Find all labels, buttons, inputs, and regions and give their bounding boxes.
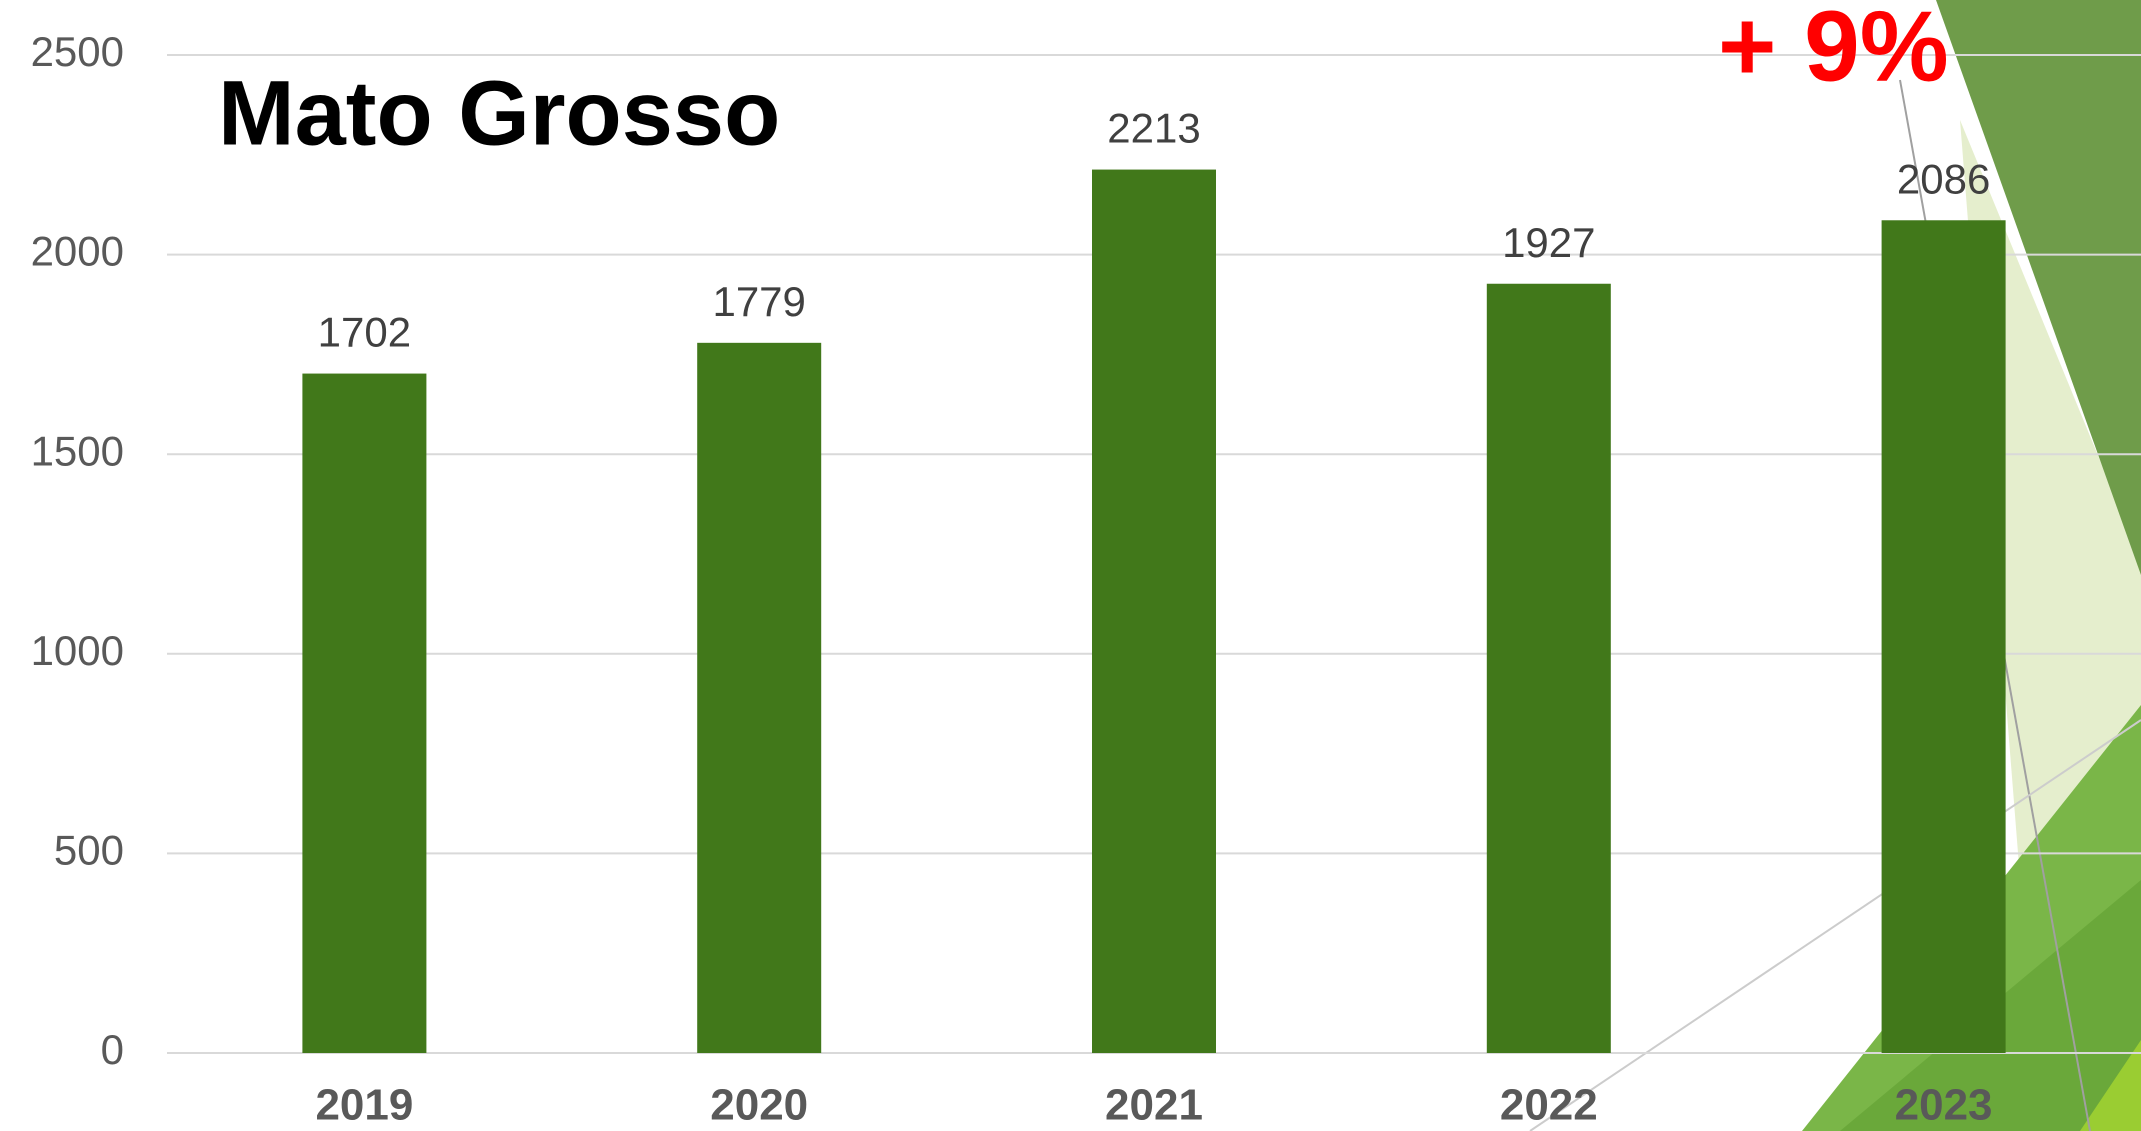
value-label: 1927	[1502, 219, 1595, 266]
x-tick-label: 2020	[710, 1081, 808, 1130]
y-tick-label: 2500	[31, 28, 124, 75]
x-tick-label: 2021	[1105, 1081, 1203, 1130]
decor-triangle	[2080, 1040, 2141, 1131]
annotation: + 9%	[1718, 0, 1949, 102]
x-tick-label: 2022	[1500, 1081, 1598, 1130]
bar	[302, 373, 427, 1053]
y-tick-label: 1500	[31, 427, 124, 474]
y-tick-label: 500	[54, 826, 124, 873]
bar	[697, 342, 822, 1053]
value-label: 1702	[318, 309, 411, 356]
bar	[1486, 283, 1611, 1054]
value-label: 2213	[1107, 105, 1200, 152]
value-label: 2086	[1897, 155, 1990, 202]
chart-title: Mato Grosso	[218, 62, 780, 164]
value-label: 1779	[712, 278, 805, 325]
bar	[1092, 169, 1216, 1053]
bar	[1881, 220, 2006, 1053]
decor-line	[1529, 719, 2141, 1131]
y-tick-label: 2000	[31, 228, 124, 275]
decoration	[1529, 0, 2141, 1131]
x-tick-label: 2019	[315, 1081, 413, 1130]
decor-triangle	[1936, 0, 2141, 575]
y-tick-label: 0	[101, 1026, 124, 1073]
y-tick-label: 1000	[31, 627, 124, 674]
x-tick-label: 2023	[1895, 1081, 1993, 1130]
